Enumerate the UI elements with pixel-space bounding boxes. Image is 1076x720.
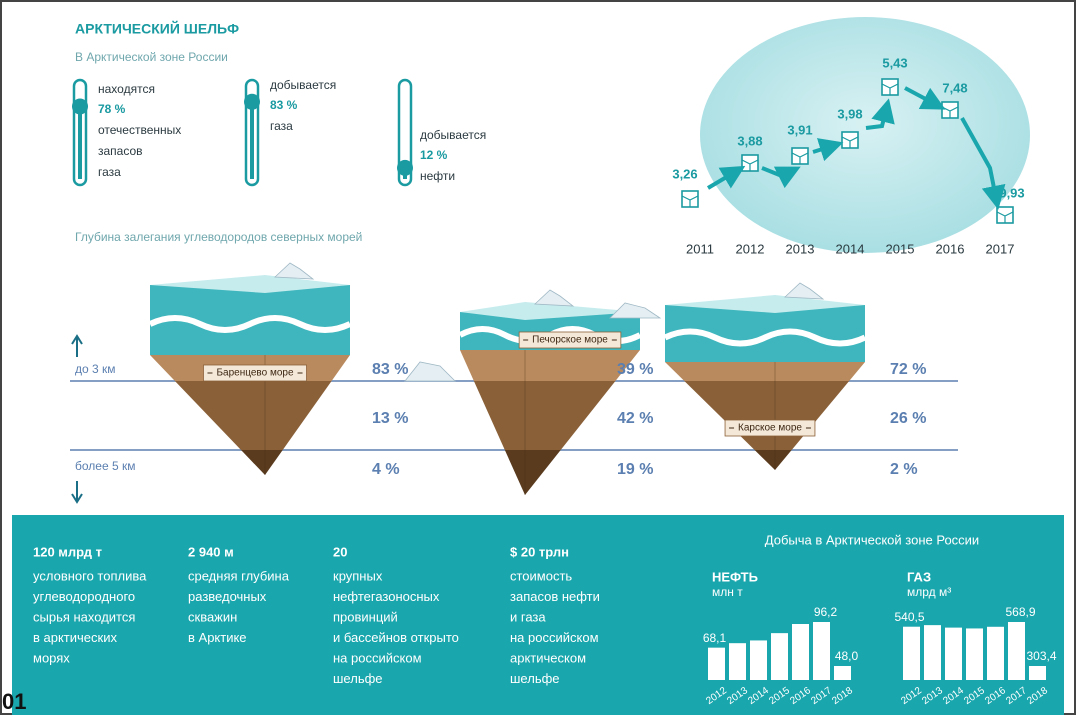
sea-layer [665,362,865,381]
gauge-text: нефти [420,169,455,183]
bar-label: 568,9 [1005,605,1035,619]
fact-line: запасов нефти [510,589,600,604]
bar [771,633,788,680]
bar-label: 68,1 [703,631,727,645]
fact-line: арктическом [510,650,586,665]
sea-name: Печорское море [532,335,608,346]
bar [750,640,767,680]
fact-line: в Арктике [188,630,247,645]
bar [966,628,983,680]
title: АРКТИЧЕСКИЙ ШЕЛЬФ [75,20,239,37]
trend-label: 9,93 [999,185,1024,200]
depth-bottom-label: более 5 км [75,459,135,473]
fact-headline: $ 20 трлн [510,544,569,559]
gauge-text: запасов [98,144,143,158]
trend-year: 2013 [786,241,815,256]
fact-line: крупных [333,568,383,583]
trend-label: 3,88 [737,133,762,148]
bar [1008,622,1025,680]
trend-year: 2014 [836,241,865,256]
page-number: 01 [2,689,26,714]
gauge-text: газа [98,165,121,179]
fact-line: шельфе [510,671,560,686]
trend-label: 3,98 [837,106,862,121]
bar-label: 48,0 [835,649,859,663]
fact-headline: 120 млрд т [33,544,102,559]
gauge-text: отечественных [98,123,181,137]
trend-label: 7,48 [942,80,967,95]
depth-title: Глубина залегания углеводородов северных… [75,230,362,244]
gauge-text: добывается [270,78,336,92]
fact-line: провинций [333,609,398,624]
trend-label: 3,26 [672,166,697,181]
fact-headline: 2 940 м [188,544,234,559]
sea-name: Баренцево море [216,368,293,379]
gauge-dot [397,160,413,176]
trend-year: 2012 [736,241,765,256]
production-title: Добыча в Арктической зоне России [765,532,979,547]
bar [1029,666,1046,680]
trend-label: 5,43 [882,55,907,70]
bar [813,622,830,680]
bar [903,627,920,680]
subtitle: В Арктической зоне России [75,50,228,64]
chart-name: НЕФТЬ [712,569,758,584]
fact-line: и газа [510,609,546,624]
fact-line: на российском [510,630,599,645]
trend-year: 2016 [936,241,965,256]
gauge-text: находятся [98,82,155,96]
bar-label: 303,4 [1026,649,1056,663]
fact-line: на российском [333,650,422,665]
sea-name: Карское море [738,423,802,434]
sea-share: 4 % [372,461,400,478]
gauge-text: добывается [420,128,486,142]
bar-label: 96,2 [814,605,838,619]
trend-label: 3,91 [787,122,812,137]
bar [924,625,941,680]
bar-label: 540,5 [894,610,924,624]
gauge-dot [72,98,88,114]
fact-line: и бассейнов открыто [333,630,459,645]
chart-name: ГАЗ [907,569,931,584]
fact-headline: 20 [333,544,347,559]
chart-unit: млрд м³ [907,585,951,599]
gauge-value: 78 % [98,102,126,116]
bar [729,643,746,680]
bar [708,648,725,680]
fact-line: разведочных [188,589,267,604]
gauge-value: 12 % [420,148,448,162]
sea-share: 26 % [890,410,926,427]
fact-line: в арктических [33,630,117,645]
sea-share: 39 % [617,361,653,378]
sea-share: 72 % [890,361,926,378]
sea-layer [460,350,640,381]
gauge-text: газа [270,119,293,133]
fact-line: нефтегазоносных [333,589,440,604]
bar [987,627,1004,680]
trend-year: 2015 [886,241,915,256]
bar [834,666,851,680]
fact-line: морях [33,650,70,665]
sea-share: 19 % [617,461,653,478]
fact-line: сырья находится [33,609,135,624]
trend-year: 2011 [686,241,714,256]
sea-share: 42 % [617,410,653,427]
sea-share: 83 % [372,361,408,378]
fact-line: скважин [188,609,237,624]
fact-line: средняя глубина [188,568,290,583]
gauge-value: 83 % [270,98,298,112]
infographic: АРКТИЧЕСКИЙ ШЕЛЬФ В Арктической зоне Рос… [0,0,1076,715]
chart-unit: млн т [712,585,743,599]
sea-share: 2 % [890,461,918,478]
sea-share: 13 % [372,410,408,427]
depth-top-label: до 3 км [75,362,116,376]
trend-year: 2017 [986,241,1015,256]
fact-line: углеводородного [33,589,135,604]
fact-line: стоимость [510,568,572,583]
bar [945,628,962,680]
bar [792,624,809,680]
fact-line: условного топлива [33,568,147,583]
fact-line: шельфе [333,671,383,686]
gauge-dot [244,94,260,110]
